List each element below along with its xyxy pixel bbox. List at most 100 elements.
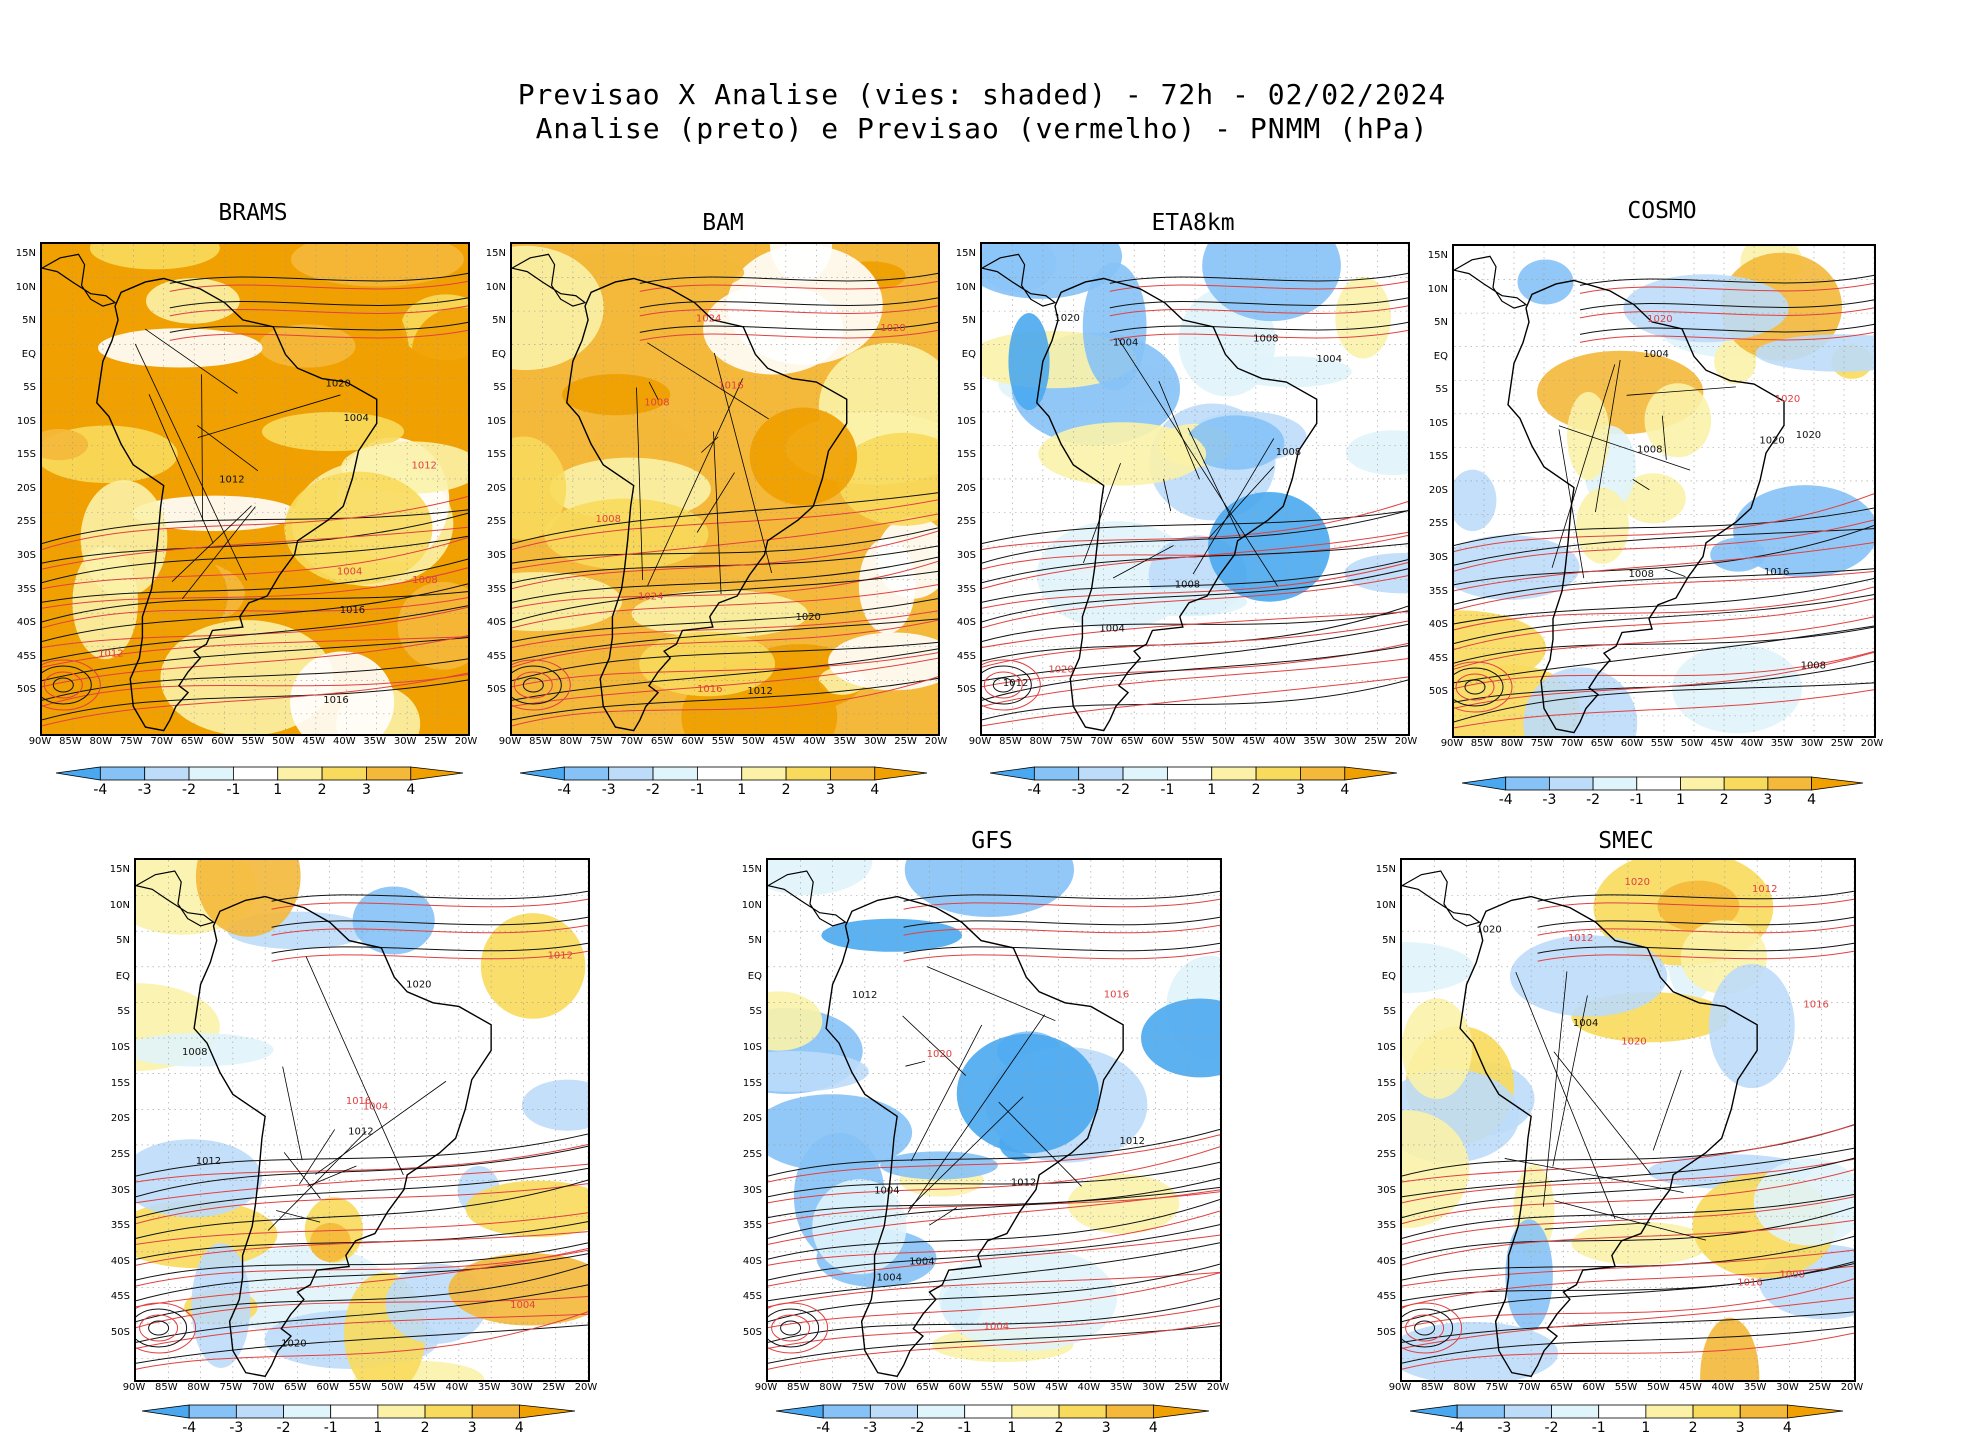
bias-shade <box>1523 667 1638 736</box>
forecast-isobar <box>1402 1332 1854 1370</box>
south-america-coastline <box>1459 895 1758 1378</box>
forecast-isobar <box>1402 1169 1854 1225</box>
isobar-label: 1004 <box>510 1300 535 1311</box>
colorbar-swatch <box>1505 776 1550 791</box>
analysis-isobar <box>982 645 1408 701</box>
longitude-tick-label: 70W <box>251 1382 275 1393</box>
colorbar-swatch <box>1456 1404 1505 1419</box>
low-pressure-contour <box>1402 1308 1454 1348</box>
country-border <box>998 1101 1082 1187</box>
longitude-tick-label: 60W <box>211 736 234 747</box>
latitude-tick-label: 10S <box>742 1042 762 1054</box>
analysis-isobar <box>1109 272 1408 284</box>
forecast-isobar <box>982 531 1408 590</box>
colorbar-tick-label: 4 <box>1807 792 1817 808</box>
forecast-isobar <box>512 530 938 590</box>
isobar-label: 1004 <box>874 1185 899 1196</box>
latitude-tick-label: 50S <box>1376 1327 1396 1338</box>
analysis-isobar <box>1537 890 1854 902</box>
low-pressure-contour <box>768 1302 829 1354</box>
colorbar-swatch <box>1503 1404 1552 1419</box>
forecast-isobar <box>1402 1265 1854 1308</box>
colorbar-tick-label: -3 <box>1497 1420 1512 1436</box>
low-pressure-contour <box>771 1314 811 1342</box>
country-border <box>929 1207 958 1226</box>
latitude-tick-label: 25S <box>486 516 506 528</box>
longitude-tick-label: 20W <box>454 736 478 747</box>
country-border <box>276 1210 321 1223</box>
latitude-tick-label: 20S <box>1376 1113 1396 1125</box>
bias-shade <box>1576 487 1629 564</box>
latitude-tick-label: 15S <box>742 1077 762 1089</box>
country-border <box>908 1096 1024 1209</box>
longitude-tick-label: 30W <box>1800 738 1824 749</box>
latitude-tick-label: 15N <box>109 864 130 875</box>
longitude-tick-label: 65W <box>180 736 204 747</box>
longitude-tick-label: 30W <box>1333 736 1357 747</box>
forecast-isobar <box>903 924 1220 936</box>
bias-shade <box>1038 422 1207 486</box>
low-pressure-contour <box>1402 1302 1463 1354</box>
country-border <box>1117 338 1278 587</box>
low-pressure-contour <box>522 677 544 693</box>
latitude-tick-label: 5S <box>23 382 36 394</box>
forecast-isobar <box>1454 650 1874 690</box>
colorbar-tick-label: -1 <box>226 782 241 798</box>
isobar-label: 1008 <box>644 397 669 408</box>
forecast-isobar <box>1537 924 1854 936</box>
forecast-isobar <box>136 1163 588 1204</box>
forecast-isobar <box>136 1313 588 1349</box>
colorbar-swatch <box>99 766 146 781</box>
south-america-coastline <box>96 277 378 732</box>
latitude-tick-label: 30S <box>742 1184 762 1196</box>
analysis-isobar <box>1454 626 1874 664</box>
low-pressure-contour <box>1454 667 1504 707</box>
longitude-tick-label: 40W <box>332 736 356 747</box>
colorbar-swatch <box>232 766 279 781</box>
longitude-tick-label: 55W <box>1614 1382 1638 1393</box>
isobar-label: 1004 <box>1317 354 1342 365</box>
longitude-tick-label: 20W <box>1840 1382 1864 1393</box>
forecast-isobar <box>42 597 468 629</box>
longitude-tick-label: 35W <box>1303 736 1327 747</box>
bias-shade <box>136 1200 278 1269</box>
latitude-tick-label: 15N <box>1375 864 1396 875</box>
analysis-isobar <box>136 1284 588 1343</box>
colorbar-tick-label: -3 <box>601 782 616 798</box>
analysis-isobar <box>512 677 938 721</box>
colorbar-tick-label: -4 <box>1027 782 1042 798</box>
forecast-isobar <box>1579 331 1874 343</box>
forecast-isobar <box>1109 305 1408 317</box>
colorbar-tick-label: -4 <box>182 1420 197 1436</box>
longitude-tick-label: 80W <box>819 1382 842 1393</box>
bias-shade <box>97 328 263 368</box>
latitude-tick-label: 5N <box>22 315 36 327</box>
longitude-tick-label: 75W <box>219 1382 243 1393</box>
country-border <box>1632 479 1650 491</box>
bias-shade <box>837 432 938 526</box>
low-pressure-contour <box>512 659 571 711</box>
bias-shade <box>544 498 709 570</box>
colorbar-swatch <box>1409 1404 1458 1419</box>
latitude-tick-label: 45S <box>16 650 36 662</box>
longitude-tick-label: 20W <box>1206 1382 1230 1393</box>
colorbar: -4 -3 -2 -1 1 2 3 4 <box>141 1404 576 1438</box>
longitude-tick-label: 70W <box>1560 738 1584 749</box>
longitude-tick-label: 70W <box>1517 1382 1541 1393</box>
forecast-isobar <box>271 898 588 910</box>
forecast-isobar <box>982 534 1408 570</box>
country-border <box>171 505 252 582</box>
map-frame: 1016 1016 1012 1020 1020 1004 1012 1008 1020 <box>1400 858 1856 1382</box>
country-border <box>1542 971 1568 1207</box>
colorbar-tick-label: -4 <box>93 782 108 798</box>
isobar-label: 1008 <box>412 575 437 586</box>
bias-shade <box>749 407 858 506</box>
analysis-isobar <box>768 1186 1220 1239</box>
forecast-isobar <box>982 658 1408 707</box>
analysis-isobar <box>1454 528 1874 566</box>
isobar-label: 1020 <box>1048 664 1073 675</box>
bias-shade <box>361 305 410 417</box>
analysis-isobar <box>512 545 938 584</box>
colorbar-tick-label: -3 <box>1542 792 1557 808</box>
isobar-label: 1012 <box>219 474 244 485</box>
